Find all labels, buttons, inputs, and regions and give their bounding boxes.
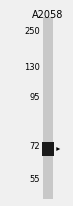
Text: 130: 130: [24, 63, 40, 72]
Text: 95: 95: [29, 93, 40, 102]
Text: 55: 55: [29, 175, 40, 184]
Bar: [42, 142, 54, 156]
Text: 72: 72: [29, 142, 40, 151]
Text: A2058: A2058: [32, 10, 64, 20]
Text: 250: 250: [24, 27, 40, 36]
Bar: [43, 18, 53, 199]
